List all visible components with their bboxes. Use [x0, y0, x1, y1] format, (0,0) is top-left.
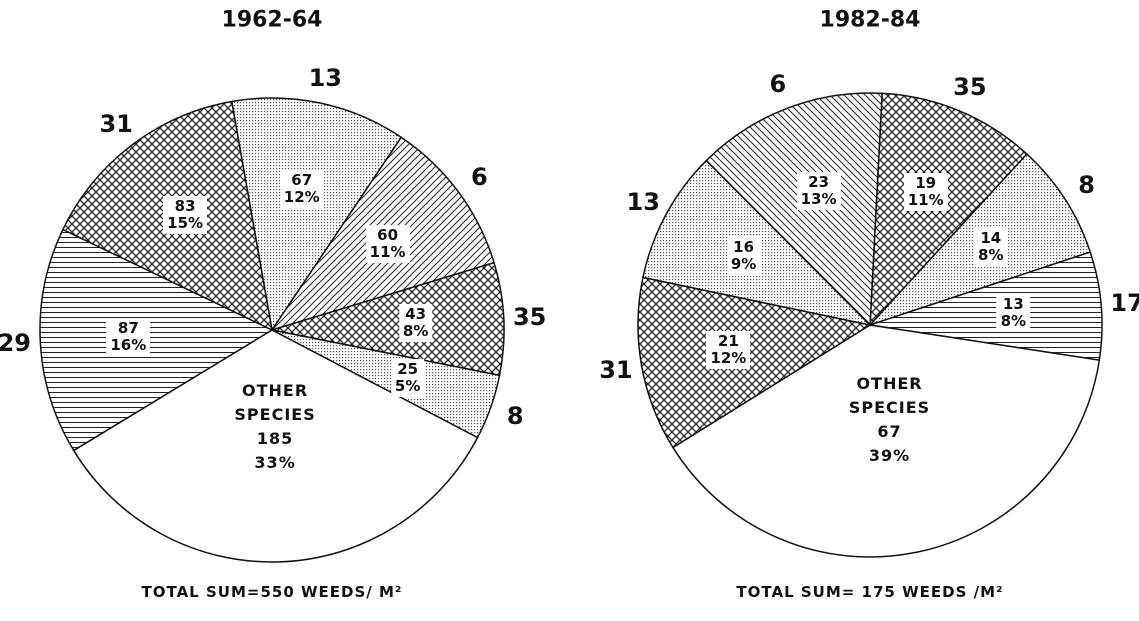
- category-label: 17: [1110, 289, 1139, 318]
- value-label: 16: [733, 238, 755, 257]
- value-label: 67: [291, 171, 313, 190]
- chart-title: 1982-84: [819, 7, 921, 33]
- slice-label: 60 11%: [365, 225, 410, 264]
- pie-slice: [637, 276, 872, 449]
- value-label: 60: [377, 226, 399, 245]
- category-label: 8: [1078, 170, 1095, 199]
- slice-label: 25 5%: [390, 358, 425, 397]
- slice-label: 23 13%: [796, 171, 841, 210]
- category-label: 6: [471, 162, 488, 191]
- value-label: 21: [717, 331, 739, 350]
- pie-slice: [671, 324, 1101, 558]
- percent-label: 9%: [730, 255, 757, 274]
- category-label: OTHER SPECIES: [234, 381, 316, 425]
- category-label: 35: [512, 303, 547, 332]
- slice-label: OTHER SPECIES 185 33%: [220, 379, 330, 475]
- percent-label: 16%: [110, 336, 147, 355]
- slice-label: 43 8%: [398, 303, 433, 342]
- value-label: 23: [808, 172, 830, 191]
- chart-title: 1962-64: [221, 7, 323, 33]
- category-label: 8: [506, 401, 524, 430]
- percent-label: 8%: [978, 245, 1004, 264]
- percent-label: 13%: [800, 189, 837, 208]
- slice-label: OTHER SPECIES 67 39%: [835, 372, 945, 468]
- value-label: 19: [915, 174, 937, 193]
- slice-label: 87 16%: [106, 318, 151, 357]
- percent-label: 39%: [868, 446, 911, 466]
- value-label: 14: [980, 228, 1002, 247]
- value-label: 67: [877, 422, 902, 442]
- percent-label: 15%: [167, 214, 204, 233]
- percent-label: 33%: [254, 453, 296, 473]
- slice-label: 13 8%: [996, 293, 1031, 332]
- slice-label: 67 12%: [279, 170, 324, 209]
- chart-footer: TOTAL SUM= 175 WEEDS /M²: [736, 583, 1004, 601]
- percent-label: 5%: [394, 376, 421, 395]
- percent-label: 12%: [283, 188, 320, 207]
- category-label: 29: [0, 328, 31, 357]
- category-label: 31: [599, 355, 633, 384]
- pie-slice: [72, 329, 479, 563]
- pie-slice: [869, 92, 1028, 328]
- pie-slice: [39, 228, 274, 452]
- percent-label: 11%: [907, 191, 944, 210]
- pie-slice: [271, 261, 505, 377]
- value-label: 185: [256, 429, 294, 449]
- value-label: 83: [174, 197, 196, 216]
- category-label: 13: [308, 63, 343, 92]
- percent-label: 8%: [1000, 311, 1027, 330]
- value-label: 87: [117, 319, 139, 338]
- slice-label: 19 11%: [903, 173, 948, 212]
- value-label: 25: [397, 359, 419, 378]
- pie-slice: [230, 97, 403, 332]
- category-label: 35: [953, 73, 987, 102]
- category-label: 13: [626, 187, 660, 216]
- value-label: 13: [1002, 294, 1024, 313]
- slice-label: 14 8%: [974, 227, 1008, 266]
- slice-label: 21 12%: [706, 330, 751, 369]
- slice-label: 16 9%: [726, 237, 761, 276]
- percent-label: 12%: [710, 348, 747, 367]
- category-label: 6: [769, 70, 787, 99]
- slice-label: 83 15%: [163, 196, 208, 235]
- value-label: 43: [405, 304, 427, 323]
- percent-label: 11%: [369, 243, 406, 262]
- category-label: OTHER SPECIES: [848, 374, 931, 418]
- chart-footer: TOTAL SUM=550 WEEDS/ M²: [141, 583, 403, 601]
- category-label: 31: [99, 110, 133, 139]
- pie-slice: [705, 92, 883, 327]
- percent-label: 8%: [402, 321, 429, 340]
